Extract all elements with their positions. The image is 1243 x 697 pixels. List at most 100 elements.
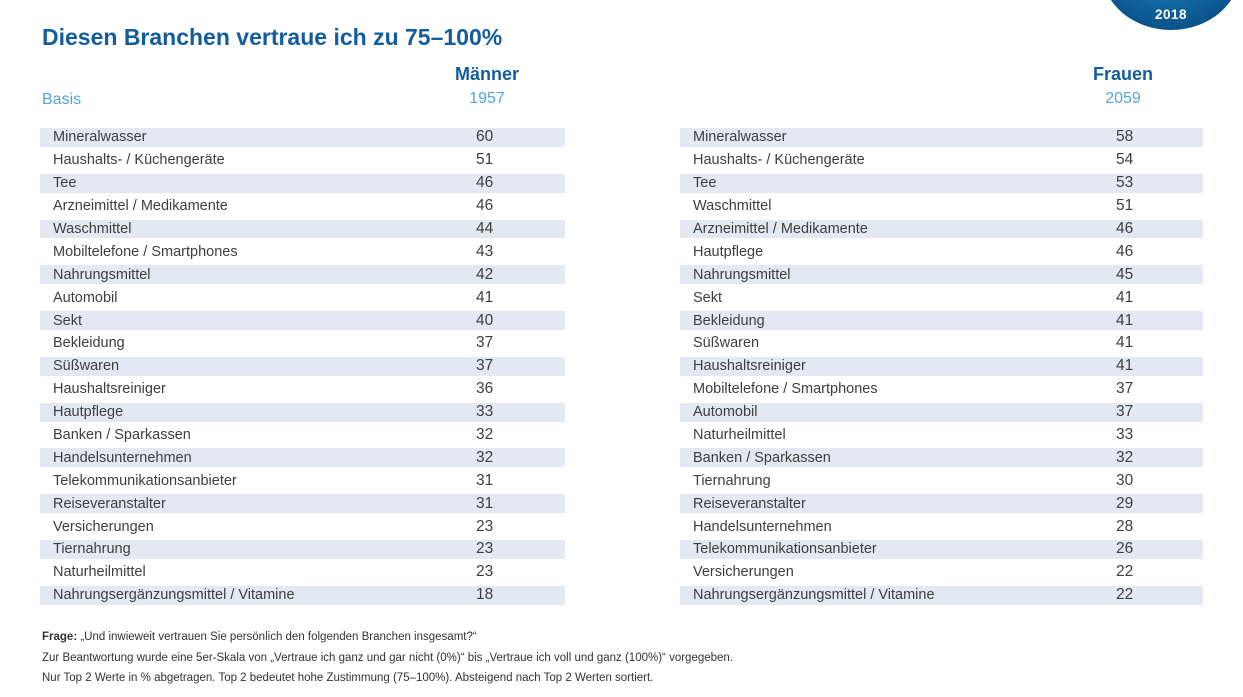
table-row: Bekleidung 37 <box>40 332 565 355</box>
row-value: 32 <box>476 426 494 444</box>
table-row: Reiseveranstalter 29 <box>680 492 1203 515</box>
row-label: Sekt <box>693 289 723 306</box>
men-header-label: Männer <box>454 64 519 84</box>
row-label: Sekt <box>53 312 83 329</box>
table-row: Versicherungen 22 <box>680 561 1203 584</box>
table-row: Süßwaren 41 <box>680 332 1203 355</box>
table-row: Hautpflege 46 <box>680 240 1203 263</box>
row-value: 37 <box>1116 403 1134 421</box>
table-row: Tiernahrung 23 <box>40 538 565 561</box>
row-label: Bekleidung <box>693 312 765 329</box>
row-value: 29 <box>1116 494 1134 512</box>
row-label: Mineralwasser <box>693 129 787 146</box>
row-value: 32 <box>1116 448 1134 466</box>
row-label: Nahrungsergänzungsmittel / Vitamine <box>53 587 295 604</box>
row-value: 46 <box>1116 242 1134 260</box>
row-label: Reiseveranstalter <box>53 495 166 512</box>
row-value: 42 <box>476 265 494 283</box>
row-value: 41 <box>1116 311 1134 329</box>
table-row: Nahrungsergänzungsmittel / Vitamine 22 <box>680 584 1203 607</box>
row-label: Tee <box>53 175 77 192</box>
row-label: Tiernahrung <box>693 472 771 489</box>
table-row: Automobil 41 <box>40 286 565 309</box>
row-label: Haushaltsreiniger <box>693 358 806 375</box>
row-value: 41 <box>1116 334 1134 352</box>
row-label: Handelsunternehmen <box>693 518 832 535</box>
table-row: Haushaltsreiniger 41 <box>680 355 1203 378</box>
row-value: 51 <box>1116 197 1134 215</box>
table-row: Haushalts- / Küchengeräte 54 <box>680 149 1203 172</box>
table-row: Sekt 41 <box>680 286 1203 309</box>
table-row: Haushaltsreiniger 36 <box>40 378 565 401</box>
table-row: Waschmittel 51 <box>680 195 1203 218</box>
row-value: 41 <box>476 288 494 306</box>
row-value: 41 <box>1116 288 1134 306</box>
year-badge: 2018 <box>1102 0 1240 30</box>
row-value: 33 <box>476 403 494 421</box>
row-label: Banken / Sparkassen <box>693 449 831 466</box>
row-value: 31 <box>476 471 494 489</box>
men-basis-value: 1957 <box>469 90 505 107</box>
footnote-question-line: Frage: „Und inwieweit vertrauen Sie pers… <box>42 627 762 648</box>
row-value: 46 <box>476 174 494 192</box>
row-value: 37 <box>476 334 494 352</box>
row-value: 23 <box>476 540 494 558</box>
row-label: Hautpflege <box>53 404 124 421</box>
table-row: Nahrungsmittel 45 <box>680 263 1203 286</box>
row-label: Hautpflege <box>693 243 764 260</box>
row-label: Banken / Sparkassen <box>53 427 191 444</box>
table-row: Reiseveranstalter 31 <box>40 492 565 515</box>
row-value: 31 <box>476 494 494 512</box>
table-row: Banken / Sparkassen 32 <box>40 424 565 447</box>
footnote-question-label: Frage: <box>42 631 78 643</box>
row-value: 22 <box>1116 586 1134 604</box>
row-label: Telekommunikationsanbieter <box>53 472 237 489</box>
row-label: Arzneimittel / Medikamente <box>53 198 228 215</box>
table-row: Tee 53 <box>680 172 1203 195</box>
row-value: 46 <box>1116 220 1134 237</box>
table-row: Handelsunternehmen 32 <box>40 446 565 469</box>
row-label: Automobil <box>53 289 118 306</box>
women-table: Mineralwasser 58 Haushalts- / Küchengeräte… <box>680 126 1203 607</box>
table-row: Waschmittel 44 <box>40 218 565 241</box>
row-value: 51 <box>476 151 494 169</box>
row-value: 22 <box>1116 563 1134 581</box>
table-row: Tee 46 <box>40 172 565 195</box>
table-row: Arzneimittel / Medikamente 46 <box>680 218 1203 241</box>
row-value: 54 <box>1116 151 1134 169</box>
table-row: Telekommunikationsanbieter 31 <box>40 469 565 492</box>
table-row: Süßwaren 37 <box>40 355 565 378</box>
row-value: 43 <box>476 242 494 260</box>
row-value: 45 <box>1116 265 1134 283</box>
row-value: 41 <box>1116 357 1134 375</box>
table-row: Naturheilmittel 33 <box>680 424 1203 447</box>
row-label: Tiernahrung <box>53 541 131 558</box>
table-row: Sekt 40 <box>40 309 565 332</box>
table-row: Telekommunikationsanbieter 26 <box>680 538 1203 561</box>
table-row: Naturheilmittel 23 <box>40 561 565 584</box>
row-label: Naturheilmittel <box>53 564 146 581</box>
table-row: Bekleidung 41 <box>680 309 1203 332</box>
row-value: 32 <box>476 448 494 466</box>
row-value: 28 <box>1116 517 1134 535</box>
row-label: Süßwaren <box>53 358 120 375</box>
table-row: Mobiltelefone / Smartphones 37 <box>680 378 1203 401</box>
row-label: Bekleidung <box>53 335 125 352</box>
row-value: 58 <box>1116 128 1134 146</box>
row-value: 33 <box>1116 426 1134 444</box>
table-row: Automobil 37 <box>680 401 1203 424</box>
year-badge-label: 2018 <box>1154 7 1188 22</box>
row-label: Süßwaren <box>693 335 760 352</box>
row-label: Handelsunternehmen <box>53 449 192 466</box>
row-value: 40 <box>476 311 494 329</box>
row-value: 26 <box>1116 540 1134 558</box>
row-value: 36 <box>476 380 494 398</box>
footnote: Frage: „Und inwieweit vertrauen Sie pers… <box>42 627 762 689</box>
row-label: Mobiltelefone / Smartphones <box>693 381 878 398</box>
table-row: Hautpflege 33 <box>40 401 565 424</box>
table-row: Mineralwasser 60 <box>40 126 565 149</box>
row-label: Nahrungsmittel <box>693 266 791 283</box>
row-value: 53 <box>1116 174 1134 192</box>
row-value: 46 <box>476 197 494 215</box>
